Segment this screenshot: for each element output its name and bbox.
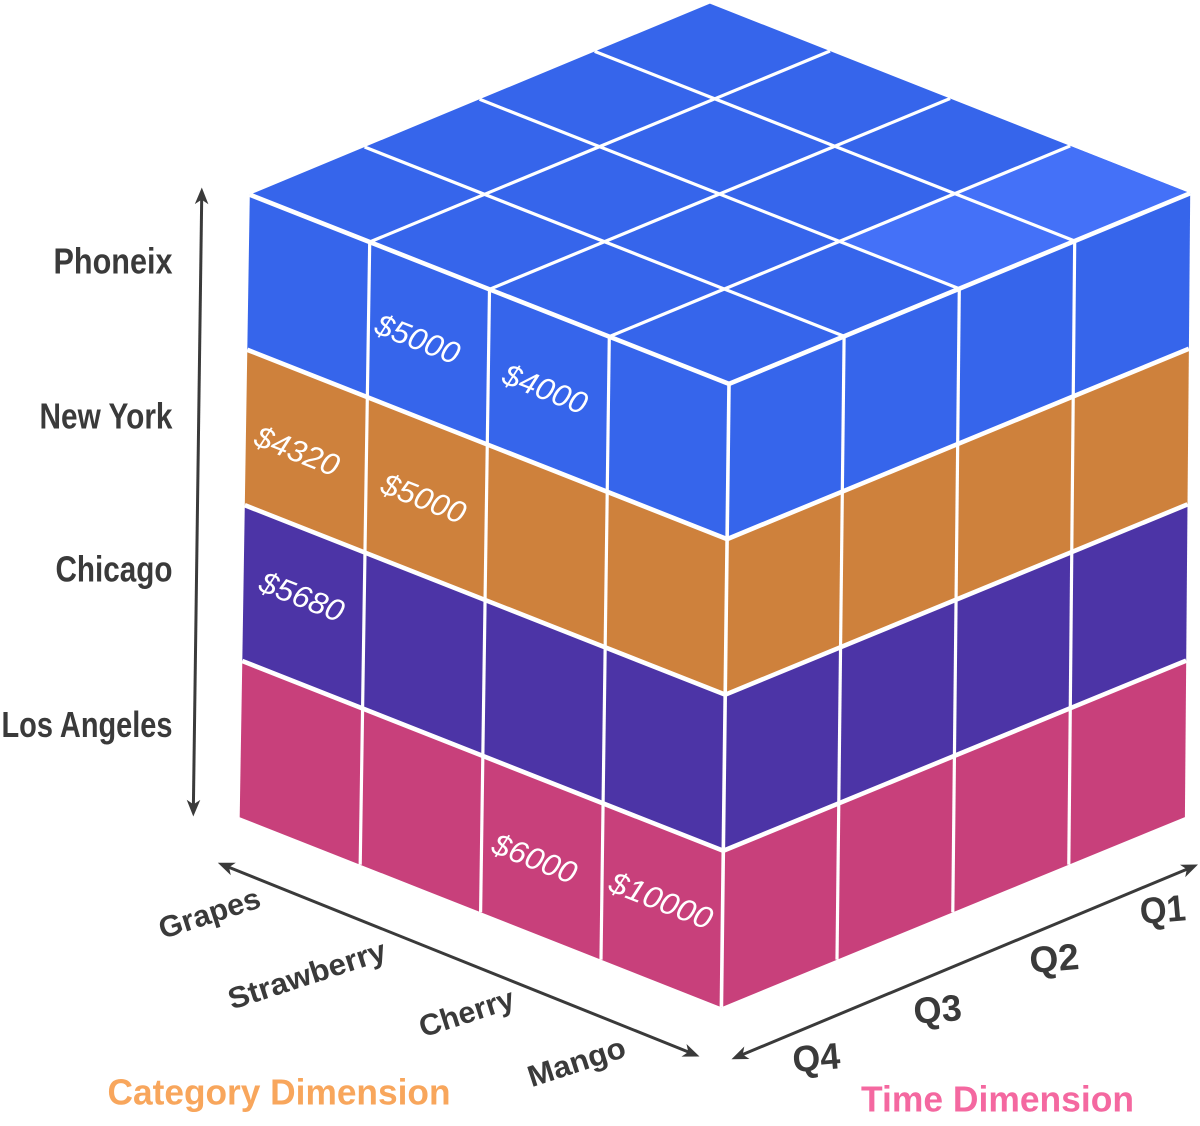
svg-text:Los Angeles: Los Angeles	[2, 704, 173, 745]
svg-text:Chicago: Chicago	[56, 549, 173, 590]
svg-text:Time Dimension: Time Dimension	[861, 1079, 1134, 1120]
svg-text:Grapes: Grapes	[155, 882, 265, 946]
svg-text:Q4: Q4	[791, 1035, 842, 1080]
svg-text:Mango: Mango	[524, 1031, 630, 1094]
svg-text:Category Dimension: Category Dimension	[108, 1072, 451, 1113]
svg-text:Strawberry: Strawberry	[224, 934, 391, 1016]
svg-text:Q1: Q1	[1138, 887, 1187, 932]
svg-text:New York: New York	[40, 396, 174, 437]
svg-text:Q2: Q2	[1028, 936, 1081, 981]
svg-text:Cherry: Cherry	[415, 982, 519, 1044]
svg-text:Phoneix: Phoneix	[54, 241, 173, 282]
svg-text:Q3: Q3	[912, 987, 964, 1032]
